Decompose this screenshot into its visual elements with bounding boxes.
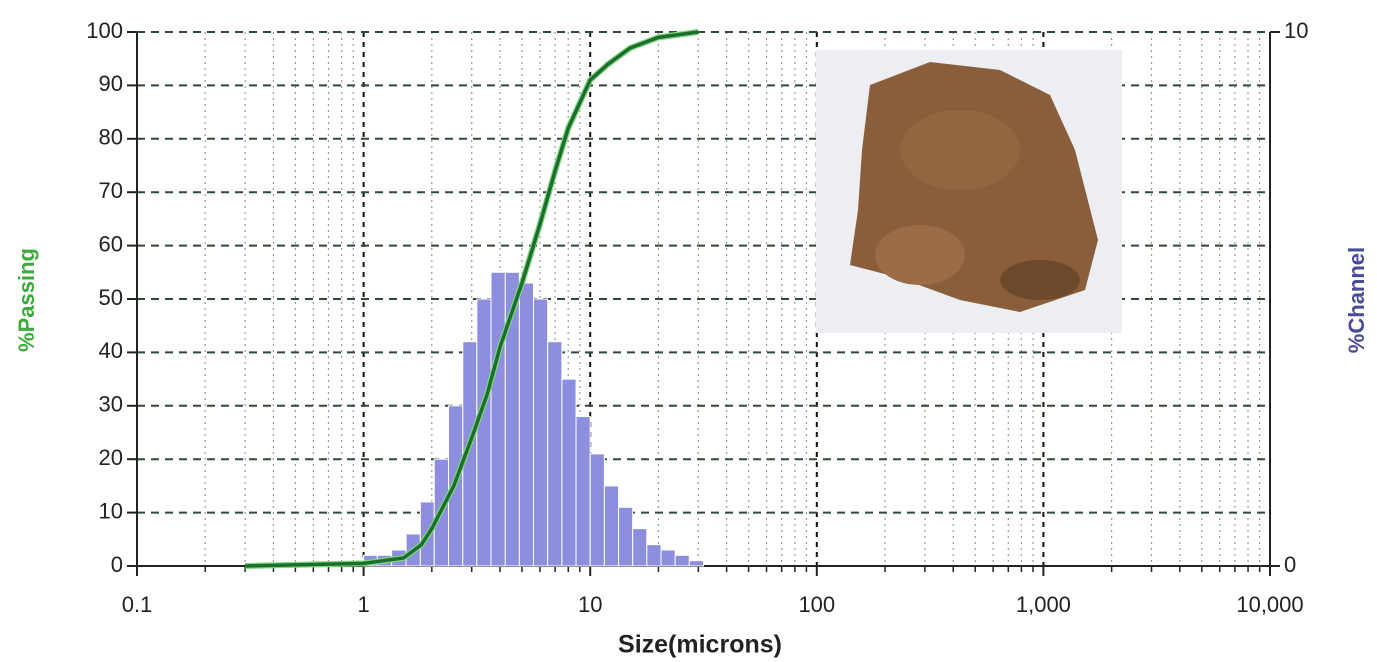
y-axis-label: %Passing [14, 248, 39, 352]
y-tick-label: 30 [99, 392, 123, 417]
bar [688, 560, 704, 567]
y-tick-label: 70 [99, 178, 123, 203]
bar [532, 298, 549, 567]
x-tick-label: 10,000 [1236, 592, 1303, 617]
powder-clump [900, 110, 1020, 190]
bar [476, 298, 492, 567]
powder-clump [875, 225, 965, 285]
bar [632, 528, 648, 567]
bar [674, 554, 690, 567]
y-tick-label: 90 [99, 71, 123, 96]
bar [575, 415, 591, 567]
x-axis-label: Size(microns) [618, 631, 782, 659]
bar [490, 271, 506, 567]
bar [660, 549, 676, 567]
y-tick-label: 100 [86, 18, 123, 43]
bar [589, 453, 605, 567]
y-tick-label: 60 [99, 231, 123, 256]
bar [618, 506, 634, 567]
y-tick-label: 10 [99, 498, 123, 523]
photo-inset [816, 50, 1122, 333]
x-tick-label: 1,000 [1016, 592, 1071, 617]
bar [603, 485, 620, 567]
y-tick-label: 50 [99, 285, 123, 310]
y2-axis-label: %Channel [1344, 247, 1369, 353]
y2-tick-label: 10 [1284, 18, 1308, 43]
y-tick-label: 0 [111, 552, 123, 577]
x-tick-label: 1 [357, 592, 369, 617]
cumulative-line [245, 30, 699, 568]
x-tick-label: 10 [578, 592, 602, 617]
y-tick-label: 40 [99, 338, 123, 363]
bar [547, 341, 563, 567]
bar [518, 282, 534, 567]
bar [561, 378, 577, 567]
x-tick-label: 100 [798, 592, 835, 617]
y-tick-label: 20 [99, 445, 123, 470]
x-tick-label: 0.1 [122, 592, 153, 617]
y-tick-label: 80 [99, 125, 123, 150]
y2-tick-label: 0 [1284, 552, 1296, 577]
powder-clump [1000, 260, 1080, 300]
bar [646, 544, 662, 567]
